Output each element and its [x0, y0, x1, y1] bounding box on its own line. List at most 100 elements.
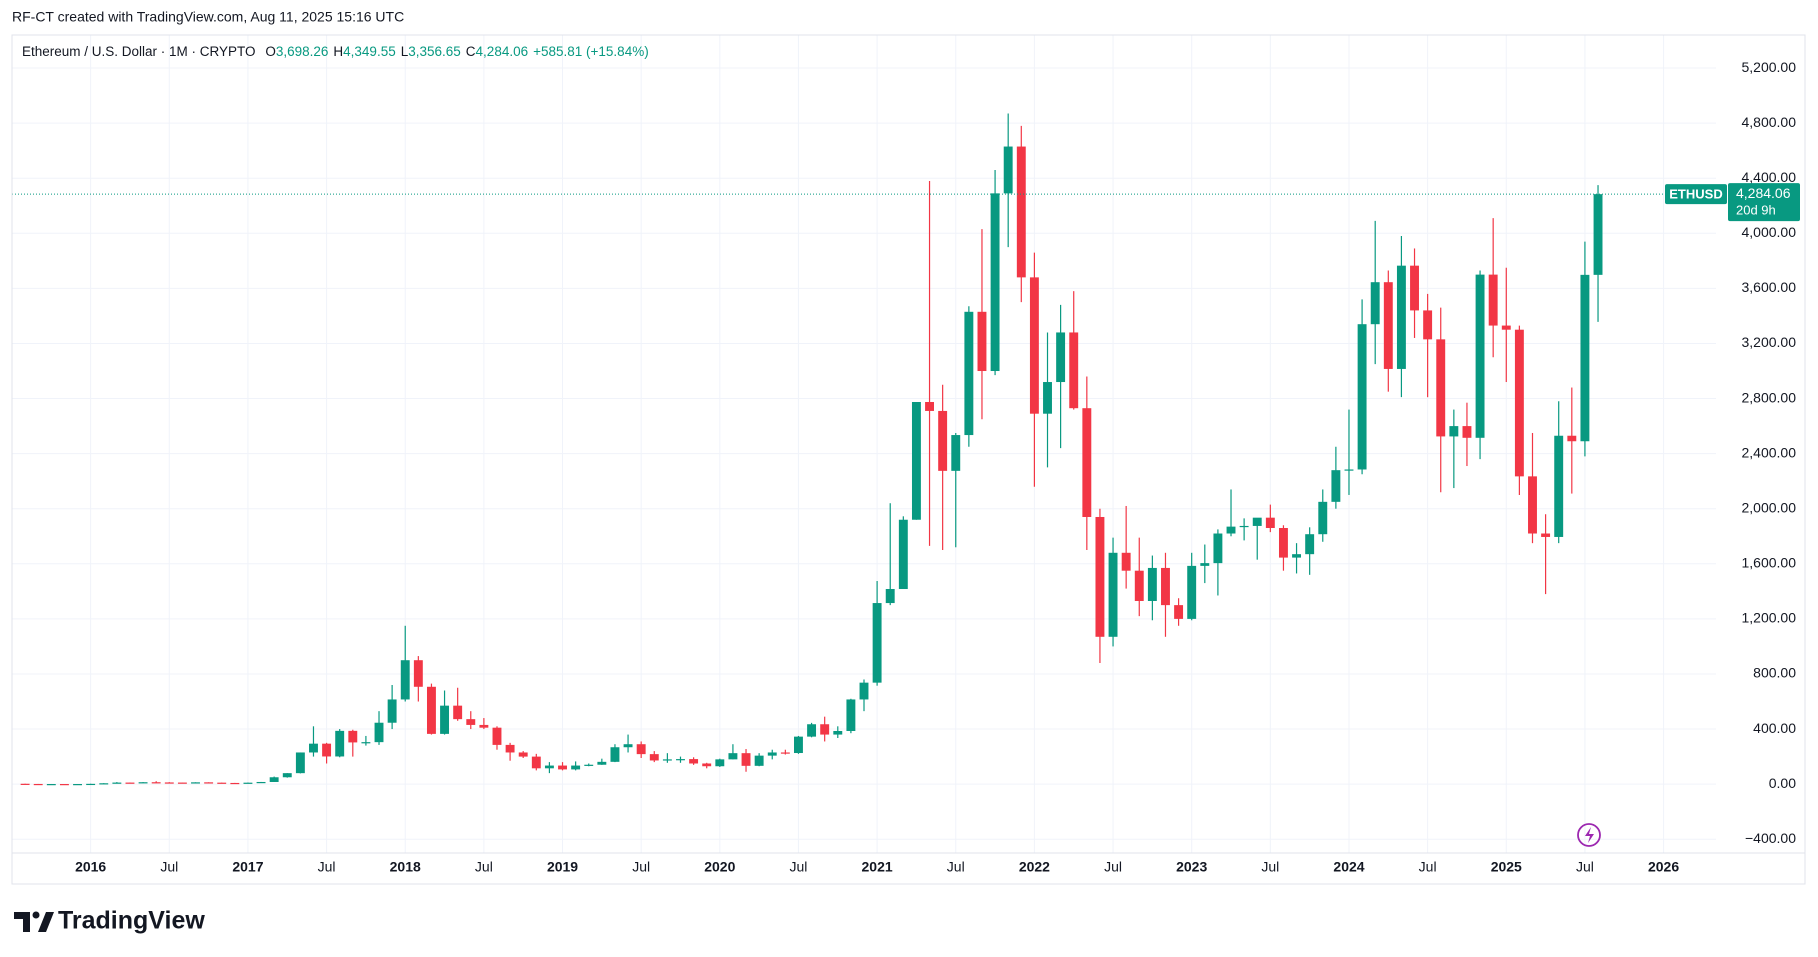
- candle-body: [1488, 274, 1498, 326]
- candle-body: [73, 784, 82, 786]
- candle-body: [348, 730, 358, 743]
- candle-body: [1265, 517, 1275, 529]
- y-tick-label: 0.00: [1769, 775, 1796, 791]
- y-tick-label: 1,600.00: [1742, 555, 1797, 571]
- x-tick-label: 2016: [75, 859, 106, 875]
- candle-body: [112, 782, 122, 784]
- candle-body: [649, 754, 659, 761]
- candle-body: [1108, 552, 1118, 637]
- candle-body: [191, 782, 200, 784]
- candle-body: [1252, 517, 1262, 526]
- candle-body: [1213, 533, 1223, 564]
- candle-body: [623, 744, 633, 748]
- candle-body: [597, 761, 607, 765]
- candle-body: [374, 722, 384, 743]
- candle-body: [584, 764, 594, 766]
- candle-body: [767, 752, 777, 756]
- candle-body: [715, 759, 725, 767]
- y-tick-label: 4,000.00: [1742, 224, 1797, 240]
- ohlc-value: 4,284.06: [476, 44, 529, 59]
- x-tick-label: Jul: [475, 859, 493, 875]
- candle-body: [387, 699, 397, 723]
- price-badge: [1728, 183, 1800, 222]
- candle-body: [1423, 310, 1433, 340]
- candle-body: [911, 401, 921, 520]
- candle-body: [204, 782, 214, 784]
- candle-body: [846, 699, 856, 731]
- candle-body: [1436, 339, 1446, 437]
- candle-body: [1318, 501, 1328, 535]
- candle-body: [1331, 470, 1341, 502]
- candle-body: [1567, 435, 1577, 442]
- candle-body: [833, 730, 843, 735]
- y-tick-label: 800.00: [1753, 665, 1796, 681]
- x-tick-label: Jul: [947, 859, 965, 875]
- candle-body: [243, 782, 253, 784]
- candle-body: [689, 759, 699, 764]
- ohlc-key: C: [466, 44, 476, 59]
- candle-body: [1226, 526, 1236, 534]
- attribution: RF-CT created with TradingView.com, Aug …: [12, 9, 404, 25]
- candle-body: [1069, 332, 1079, 409]
- y-tick-label: 2,800.00: [1742, 389, 1797, 405]
- candle-body: [138, 782, 148, 784]
- x-tick-label: 2024: [1333, 859, 1364, 875]
- x-tick-label: 2025: [1491, 859, 1522, 875]
- change: +585.81 (+15.84%): [533, 44, 649, 59]
- ohlc-value: 3,698.26: [276, 44, 329, 59]
- candle-body: [885, 589, 895, 604]
- candle-body: [964, 311, 974, 436]
- candle-body: [938, 410, 948, 471]
- candle-body: [413, 660, 423, 687]
- y-tick-label: 400.00: [1753, 720, 1796, 736]
- x-tick-label: Jul: [1419, 859, 1437, 875]
- symbol-label: ETHUSD: [1669, 187, 1722, 202]
- y-tick-label: 3,600.00: [1742, 279, 1797, 295]
- candle-body: [426, 686, 436, 734]
- y-tick-label: 3,200.00: [1742, 334, 1797, 350]
- candle-body: [531, 756, 541, 769]
- candle-body: [1292, 554, 1302, 558]
- candle-body: [1357, 324, 1367, 470]
- x-tick-label: Jul: [1576, 859, 1594, 875]
- candle-body: [453, 705, 463, 720]
- candle-body: [794, 736, 803, 754]
- candle-body: [1016, 146, 1026, 278]
- candle-body: [951, 435, 961, 471]
- candle-body: [1161, 567, 1170, 606]
- x-tick-label: Jul: [318, 859, 336, 875]
- candle-body: [269, 777, 279, 782]
- candle-body: [1370, 282, 1380, 325]
- candle-body: [322, 743, 332, 757]
- candle-body: [1043, 382, 1052, 414]
- candle-body: [1593, 194, 1603, 275]
- candle-body: [1174, 605, 1184, 619]
- candle-body: [1462, 426, 1472, 438]
- x-tick-label: 2020: [704, 859, 735, 875]
- candle-body: [898, 519, 908, 590]
- candle-body: [754, 755, 764, 766]
- ohlc-value: 3,356.65: [408, 44, 461, 59]
- lightning-icon[interactable]: [1577, 823, 1601, 847]
- ohlc-key: H: [333, 44, 343, 59]
- candle-body: [230, 782, 240, 785]
- candle-body: [1239, 525, 1249, 528]
- x-tick-label: Jul: [790, 859, 808, 875]
- candle-body: [1121, 552, 1131, 571]
- candle-body: [466, 719, 476, 725]
- overlay: −400.00 0.00 400.00 800.00 1,200.00 1,600.00 2…: [12, 59, 1800, 875]
- candle-body: [505, 744, 515, 753]
- ohlc-key: L: [401, 44, 409, 59]
- candle-body: [309, 743, 318, 753]
- lightning-bolt: [1585, 827, 1594, 843]
- x-tick-label: Jul: [1261, 859, 1279, 875]
- candle-body: [492, 727, 502, 745]
- candle-body: [151, 782, 161, 784]
- x-tick-label: 2019: [547, 859, 578, 875]
- grid: [12, 35, 1805, 854]
- candle-body: [361, 742, 371, 744]
- candle-body: [479, 724, 489, 728]
- ohlc: O3,698.26 H4,349.55 L3,356.65 C4,284.06 +585…: [265, 44, 648, 59]
- candle-body: [1396, 265, 1406, 369]
- countdown-label: 20d 9h: [1736, 203, 1776, 218]
